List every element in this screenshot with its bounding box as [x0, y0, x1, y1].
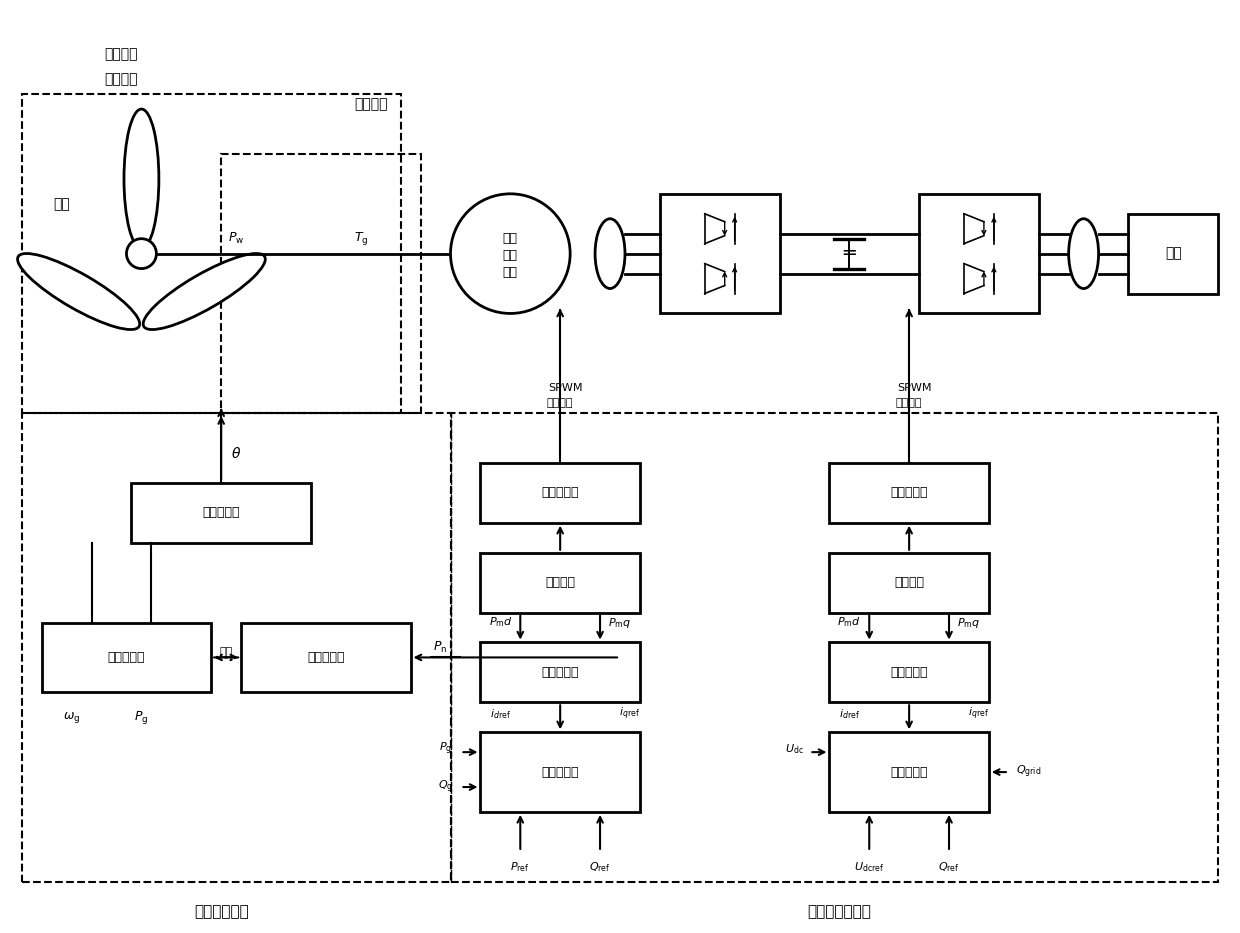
Text: 外环调节器: 外环调节器: [890, 766, 928, 778]
Bar: [830, 732, 988, 812]
Text: 系统模块: 系统模块: [104, 72, 138, 86]
Text: $P_\mathrm{n}$: $P_\mathrm{n}$: [434, 640, 448, 655]
Bar: [480, 463, 640, 522]
Text: 内环调节器: 内环调节器: [542, 666, 579, 679]
Text: $Q_\mathrm{g}$: $Q_\mathrm{g}$: [438, 779, 453, 795]
Text: $Q_\mathrm{grid}$: $Q_\mathrm{grid}$: [1016, 764, 1042, 780]
Text: 轴系模块: 轴系模块: [353, 97, 387, 111]
Bar: [830, 552, 988, 613]
Text: $Q_\mathrm{ref}$: $Q_\mathrm{ref}$: [939, 860, 960, 873]
Bar: [480, 552, 640, 613]
Text: 坐标变换: 坐标变换: [546, 577, 575, 589]
Bar: [22, 94, 401, 413]
Circle shape: [450, 194, 570, 313]
Bar: [221, 154, 420, 413]
Bar: [1128, 214, 1218, 294]
Text: $i_{q\mathrm{ref}}$: $i_{q\mathrm{ref}}$: [620, 706, 640, 722]
Text: 空气动力: 空气动力: [104, 48, 138, 62]
Text: 转速控制器: 转速控制器: [108, 651, 145, 664]
Text: $i_{d\mathrm{ref}}$: $i_{d\mathrm{ref}}$: [838, 707, 859, 721]
Text: $P_\mathrm{g}$: $P_\mathrm{g}$: [134, 709, 149, 726]
Ellipse shape: [17, 254, 140, 329]
Text: 功率控制器: 功率控制器: [308, 651, 345, 664]
Text: $P_\mathrm{m}d$: $P_\mathrm{m}d$: [489, 616, 512, 630]
Text: 脉冲信号: 脉冲信号: [547, 398, 573, 409]
Text: 耦合: 耦合: [219, 648, 233, 658]
Bar: [830, 643, 988, 703]
Bar: [22, 413, 450, 882]
Ellipse shape: [143, 254, 265, 329]
Text: $Q_\mathrm{ref}$: $Q_\mathrm{ref}$: [589, 860, 611, 873]
Text: $U_\mathrm{dcref}$: $U_\mathrm{dcref}$: [854, 860, 884, 873]
Ellipse shape: [124, 109, 159, 249]
Bar: [830, 463, 988, 522]
Text: $i_{q\mathrm{ref}}$: $i_{q\mathrm{ref}}$: [968, 706, 990, 722]
Text: 内环调节器: 内环调节器: [890, 666, 928, 679]
Circle shape: [126, 239, 156, 269]
Bar: [660, 194, 780, 313]
Ellipse shape: [595, 218, 625, 288]
Bar: [42, 622, 211, 692]
Ellipse shape: [1069, 218, 1099, 288]
Text: $P_\mathrm{ref}$: $P_\mathrm{ref}$: [511, 860, 531, 873]
Text: 电机: 电机: [503, 266, 518, 279]
Bar: [480, 643, 640, 703]
Text: $\omega_\mathrm{g}$: $\omega_\mathrm{g}$: [63, 710, 81, 725]
Bar: [131, 483, 311, 543]
Text: ═: ═: [843, 244, 856, 263]
Text: $P_\mathrm{g}$: $P_\mathrm{g}$: [439, 741, 453, 758]
Text: SPWM: SPWM: [897, 383, 931, 393]
Text: 门极控制器: 门极控制器: [890, 486, 928, 499]
Text: $\theta$: $\theta$: [231, 446, 242, 461]
Text: 桨距系统模块: 桨距系统模块: [193, 904, 248, 919]
Text: 脉冲信号: 脉冲信号: [895, 398, 923, 409]
Bar: [919, 194, 1039, 313]
Text: SPWM: SPWM: [548, 383, 583, 393]
Bar: [480, 732, 640, 812]
Text: $P_\mathrm{m}d$: $P_\mathrm{m}d$: [837, 616, 861, 630]
Bar: [241, 622, 410, 692]
Text: 网络: 网络: [1164, 246, 1182, 260]
Text: 坐标变换: 坐标变换: [894, 577, 924, 589]
Text: $i_{d\mathrm{ref}}$: $i_{d\mathrm{ref}}$: [490, 707, 511, 721]
Text: 永磁: 永磁: [503, 232, 518, 245]
Text: 变频器控制模块: 变频器控制模块: [807, 904, 872, 919]
Text: $P_\mathrm{m}q$: $P_\mathrm{m}q$: [609, 616, 631, 630]
Text: 伺服控制器: 伺服控制器: [202, 507, 241, 520]
Text: 外环调节器: 外环调节器: [542, 766, 579, 778]
Bar: [450, 413, 1218, 882]
Text: $T_\mathrm{g}$: $T_\mathrm{g}$: [353, 230, 368, 247]
Text: $P_\mathrm{w}$: $P_\mathrm{w}$: [228, 231, 244, 246]
Text: $P_\mathrm{m}q$: $P_\mathrm{m}q$: [957, 616, 981, 630]
Text: 桨叶: 桨叶: [53, 197, 69, 211]
Text: 门极控制器: 门极控制器: [542, 486, 579, 499]
Text: 同步: 同步: [503, 249, 518, 262]
Text: $U_\mathrm{dc}$: $U_\mathrm{dc}$: [785, 743, 804, 756]
